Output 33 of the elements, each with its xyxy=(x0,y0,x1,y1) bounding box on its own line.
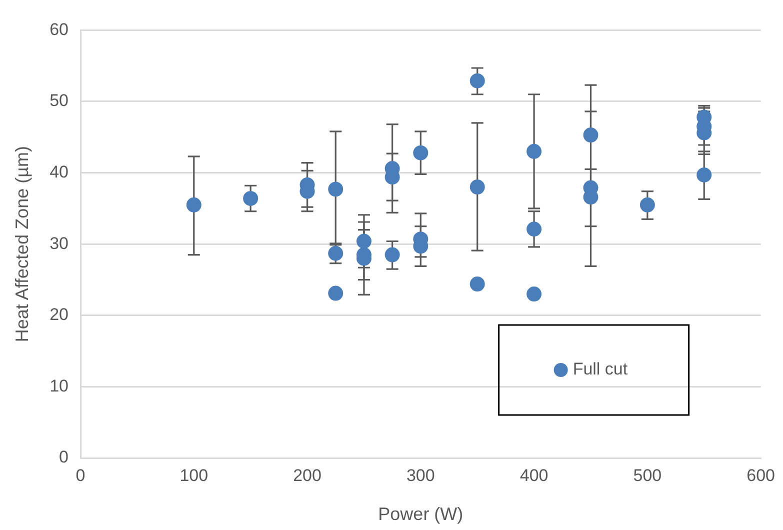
y-tick-label: 50 xyxy=(50,91,69,110)
point xyxy=(526,144,542,159)
point xyxy=(470,180,485,195)
point xyxy=(696,167,712,182)
y-tick-label: 20 xyxy=(50,305,69,324)
x-tick-label: 0 xyxy=(76,466,86,485)
x-axis-title: Power (W) xyxy=(378,504,464,524)
y-axis-title: Heat Affected Zone (µm) xyxy=(12,146,32,342)
y-tick-label: 0 xyxy=(59,448,69,467)
x-tick-label: 100 xyxy=(180,466,208,485)
y-tick-label: 60 xyxy=(50,20,69,39)
x-tick-label: 400 xyxy=(520,466,548,485)
y-tick-label: 30 xyxy=(50,234,69,253)
x-tick-label: 500 xyxy=(633,466,662,485)
point xyxy=(328,182,344,197)
y-tick-label: 10 xyxy=(50,376,69,396)
x-tick-label: 600 xyxy=(746,466,776,485)
point xyxy=(356,234,372,249)
legend-label: Full cut xyxy=(572,360,628,379)
point xyxy=(640,197,655,212)
point xyxy=(384,247,400,262)
x-tick-label: 200 xyxy=(293,466,322,485)
point xyxy=(526,222,542,237)
point xyxy=(413,145,428,160)
x-tick-label: 300 xyxy=(406,466,435,485)
point xyxy=(583,128,598,143)
point xyxy=(470,276,485,292)
point xyxy=(526,286,542,302)
point xyxy=(186,197,202,212)
y-tick-label: 40 xyxy=(50,162,69,182)
point xyxy=(243,190,258,206)
point xyxy=(328,286,344,301)
point xyxy=(470,73,485,88)
